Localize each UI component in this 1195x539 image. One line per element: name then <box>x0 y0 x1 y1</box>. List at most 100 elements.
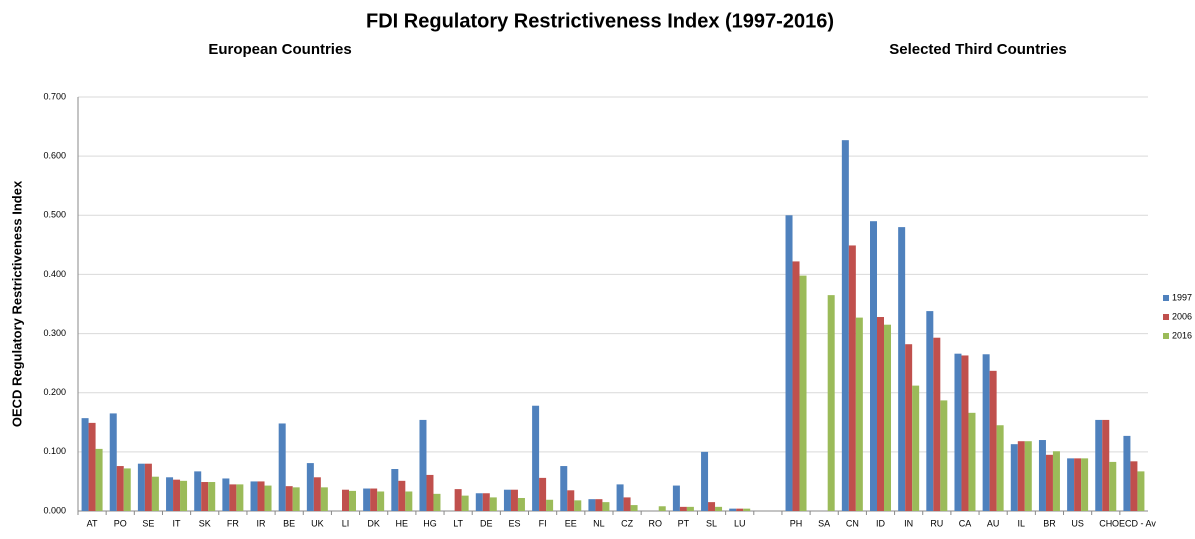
x-tick-label: DK <box>367 518 380 528</box>
bar <box>841 140 849 511</box>
x-tick-label: BR <box>1043 518 1056 528</box>
x-tick-label: EE <box>565 518 577 528</box>
bar <box>785 215 793 512</box>
bar <box>736 508 744 511</box>
bar <box>884 324 891 511</box>
bar <box>792 261 800 511</box>
x-tick-label: ID <box>876 518 886 528</box>
bar <box>180 480 188 511</box>
bar <box>961 355 969 511</box>
x-tick-label: BE <box>283 518 295 528</box>
bar <box>201 482 209 511</box>
x-tick-label: SK <box>199 518 211 528</box>
bar <box>405 491 413 511</box>
bar <box>968 412 976 511</box>
bar <box>560 466 568 511</box>
x-tick-label: HE <box>396 518 409 528</box>
bar <box>123 468 131 511</box>
x-tick-label: ES <box>508 518 520 528</box>
x-tick-label: UK <box>311 518 324 528</box>
x-tick-label: DE <box>480 518 493 528</box>
x-tick-label: LT <box>453 518 463 528</box>
bar <box>616 484 624 511</box>
bar <box>306 463 314 511</box>
bar <box>595 499 603 511</box>
bar <box>588 499 596 511</box>
bar <box>370 488 378 511</box>
legend-label: 2006 <box>1172 311 1192 321</box>
bar <box>1017 441 1025 511</box>
x-tick-label: CA <box>959 518 972 528</box>
legend-swatch <box>1163 295 1169 301</box>
bar <box>701 451 709 511</box>
bar <box>461 495 469 511</box>
bar <box>517 497 525 511</box>
bar <box>250 481 258 511</box>
chart-title: FDI Regulatory Restrictiveness Index (19… <box>366 10 834 32</box>
x-tick-label: CH <box>1099 518 1112 528</box>
legend-swatch <box>1163 314 1169 320</box>
bar <box>109 413 117 511</box>
x-tick-label: LU <box>734 518 746 528</box>
bar <box>933 337 941 511</box>
bar <box>208 482 216 511</box>
y-tick-label: 0.000 <box>43 505 66 515</box>
bar <box>539 477 547 511</box>
bar <box>95 448 103 511</box>
bar <box>166 477 174 511</box>
x-tick-label: IR <box>257 518 267 528</box>
bar <box>672 485 680 511</box>
bar <box>313 477 321 511</box>
bar <box>151 476 159 511</box>
legend-label: 1997 <box>1172 292 1192 302</box>
bar <box>222 478 230 511</box>
bar <box>137 463 145 511</box>
bar <box>433 493 441 511</box>
x-tick-label: IN <box>904 518 913 528</box>
y-tick-label: 0.300 <box>43 328 66 338</box>
bar <box>715 506 723 511</box>
x-tick-label: IL <box>1018 518 1026 528</box>
bar <box>342 489 349 511</box>
bar <box>912 385 920 511</box>
bar <box>144 463 152 511</box>
bar <box>855 317 863 511</box>
x-tick-label: PT <box>678 518 690 528</box>
bar <box>630 505 638 511</box>
y-tick-label: 0.500 <box>43 210 66 220</box>
bar <box>278 423 286 511</box>
bar <box>88 422 96 511</box>
bar <box>1123 435 1131 511</box>
bar <box>391 469 399 511</box>
bar <box>1081 458 1089 511</box>
bar <box>982 354 990 511</box>
x-tick-label: RU <box>930 518 943 528</box>
x-tick-label: SA <box>818 518 830 528</box>
bar <box>954 353 962 511</box>
bar <box>264 485 272 511</box>
x-tick-label: LI <box>342 518 350 528</box>
bar <box>623 497 631 511</box>
x-tick-label: CN <box>846 518 859 528</box>
x-tick-label: FI <box>539 518 547 528</box>
bar <box>799 275 807 511</box>
y-tick-label: 0.700 <box>43 91 66 101</box>
y-tick-label: 0.400 <box>43 269 66 279</box>
x-tick-label: IT <box>173 518 182 528</box>
bar <box>194 471 202 511</box>
bar <box>489 497 497 511</box>
x-tick-label: AU <box>987 518 1000 528</box>
bar <box>510 489 518 511</box>
bar <box>349 490 356 511</box>
bar <box>475 493 483 511</box>
bar <box>363 488 371 511</box>
bar <box>292 487 300 511</box>
x-tick-label: OECD - Av <box>1112 518 1156 528</box>
bar <box>1095 419 1103 511</box>
bar <box>320 487 328 511</box>
bar <box>567 490 575 511</box>
bar <box>1102 419 1110 511</box>
x-tick-label: PO <box>114 518 127 528</box>
bar <box>602 502 610 511</box>
